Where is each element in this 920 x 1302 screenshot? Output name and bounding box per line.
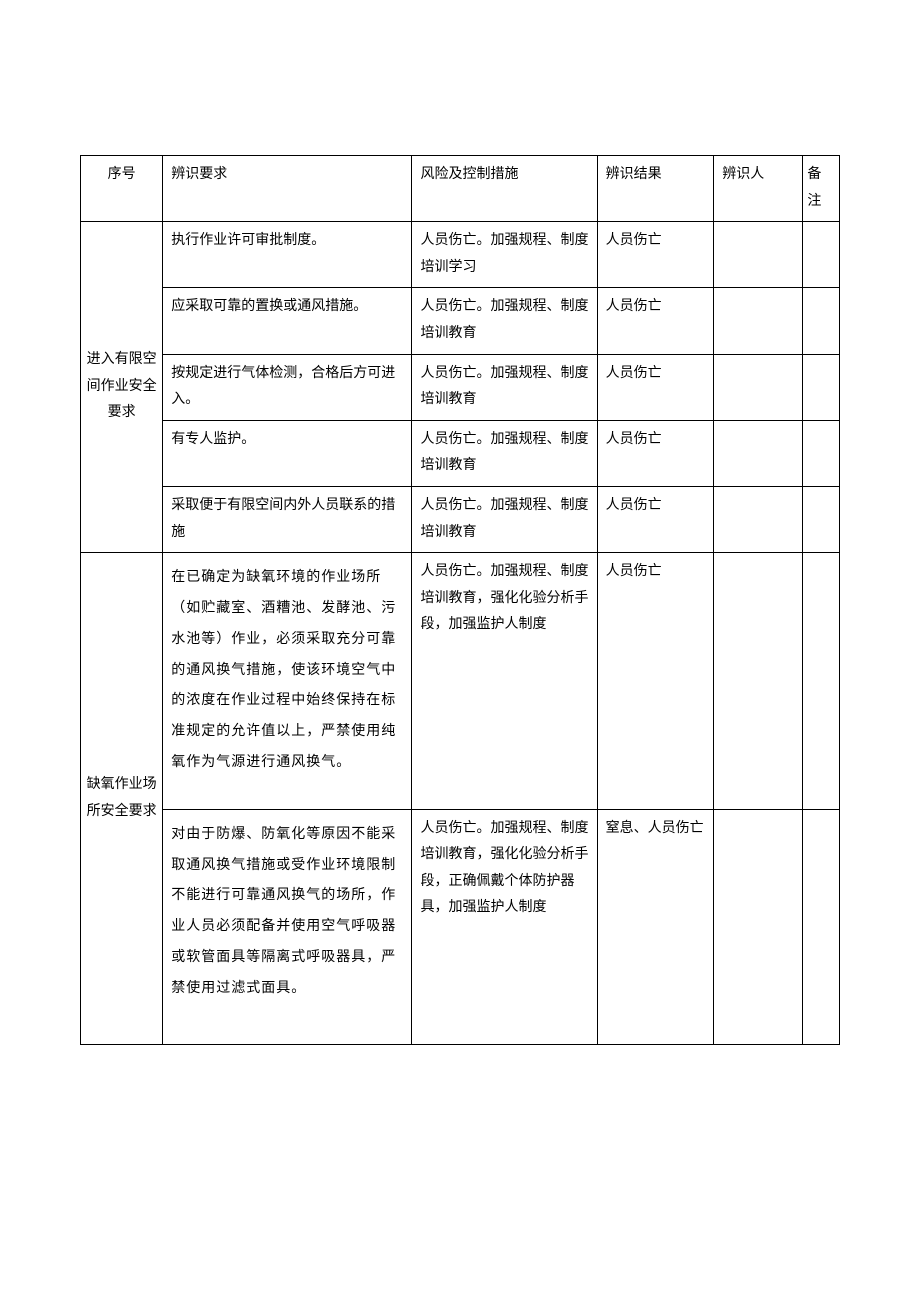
header-sequence: 序号 [81,156,163,222]
result-cell: 人员伤亡 [597,420,714,486]
identifier-cell [714,420,803,486]
result-cell: 人员伤亡 [597,553,714,810]
table-row: 进入有限空间作业安全要求 执行作业许可审批制度。 人员伤亡。加强规程、制度培训学… [81,222,840,288]
requirement-cell: 有专人监护。 [163,420,412,486]
risk-cell: 人员伤亡。加强规程、制度培训教育，强化化验分析手段，加强监护人制度 [412,553,597,810]
risk-cell: 人员伤亡。加强规程、制度培训教育 [412,354,597,420]
result-cell: 人员伤亡 [597,288,714,354]
requirement-cell: 对由于防爆、防氧化等原因不能采取通风换气措施或受作业环境限制不能进行可靠通风换气… [163,809,412,1045]
result-cell: 人员伤亡 [597,354,714,420]
identifier-cell [714,486,803,552]
result-cell: 人员伤亡 [597,486,714,552]
table-row: 有专人监护。 人员伤亡。加强规程、制度培训教育 人员伤亡 [81,420,840,486]
risk-cell: 人员伤亡。加强规程、制度培训教育，强化化验分析手段，正确佩戴个体防护器具，加强监… [412,809,597,1045]
table-header-row: 序号 辨识要求 风险及控制措施 辨识结果 辨识人 备注 [81,156,840,222]
identifier-cell [714,354,803,420]
requirement-cell: 采取便于有限空间内外人员联系的措施 [163,486,412,552]
result-cell: 人员伤亡 [597,222,714,288]
result-cell: 窒息、人员伤亡 [597,809,714,1045]
identifier-cell [714,288,803,354]
table-row: 按规定进行气体检测，合格后方可进入。 人员伤亡。加强规程、制度培训教育 人员伤亡 [81,354,840,420]
risk-cell: 人员伤亡。加强规程、制度培训教育 [412,420,597,486]
table-row: 对由于防爆、防氧化等原因不能采取通风换气措施或受作业环境限制不能进行可靠通风换气… [81,809,840,1045]
table-row: 采取便于有限空间内外人员联系的措施 人员伤亡。加强规程、制度培训教育 人员伤亡 [81,486,840,552]
requirement-cell: 在已确定为缺氧环境的作业场所（如贮藏室、酒糟池、发酵池、污水池等）作业，必须采取… [163,553,412,810]
risk-cell: 人员伤亡。加强规程、制度培训教育 [412,288,597,354]
risk-cell: 人员伤亡。加强规程、制度培训学习 [412,222,597,288]
category-cell-2: 缺氧作业场所安全要求 [81,553,163,1045]
note-cell [803,354,840,420]
header-requirement: 辨识要求 [163,156,412,222]
category-cell-1: 进入有限空间作业安全要求 [81,222,163,553]
requirement-cell: 执行作业许可审批制度。 [163,222,412,288]
note-cell [803,288,840,354]
note-cell [803,809,840,1045]
category-label-1: 进入有限空间作业安全要求 [85,347,158,427]
requirement-cell: 按规定进行气体检测，合格后方可进入。 [163,354,412,420]
category-label-2: 缺氧作业场所安全要求 [85,772,158,825]
identifier-cell [714,809,803,1045]
note-cell [803,420,840,486]
note-cell [803,486,840,552]
risk-cell: 人员伤亡。加强规程、制度培训教育 [412,486,597,552]
table-row: 缺氧作业场所安全要求 在已确定为缺氧环境的作业场所（如贮藏室、酒糟池、发酵池、污… [81,553,840,810]
note-cell [803,553,840,810]
table-row: 应采取可靠的置换或通风措施。 人员伤亡。加强规程、制度培训教育 人员伤亡 [81,288,840,354]
header-identifier: 辨识人 [714,156,803,222]
header-risk: 风险及控制措施 [412,156,597,222]
identifier-cell [714,553,803,810]
header-result: 辨识结果 [597,156,714,222]
header-note: 备注 [803,156,840,222]
safety-requirements-table: 序号 辨识要求 风险及控制措施 辨识结果 辨识人 备注 进入有限空间作业安全要求… [80,155,840,1045]
identifier-cell [714,222,803,288]
note-cell [803,222,840,288]
requirement-cell: 应采取可靠的置换或通风措施。 [163,288,412,354]
